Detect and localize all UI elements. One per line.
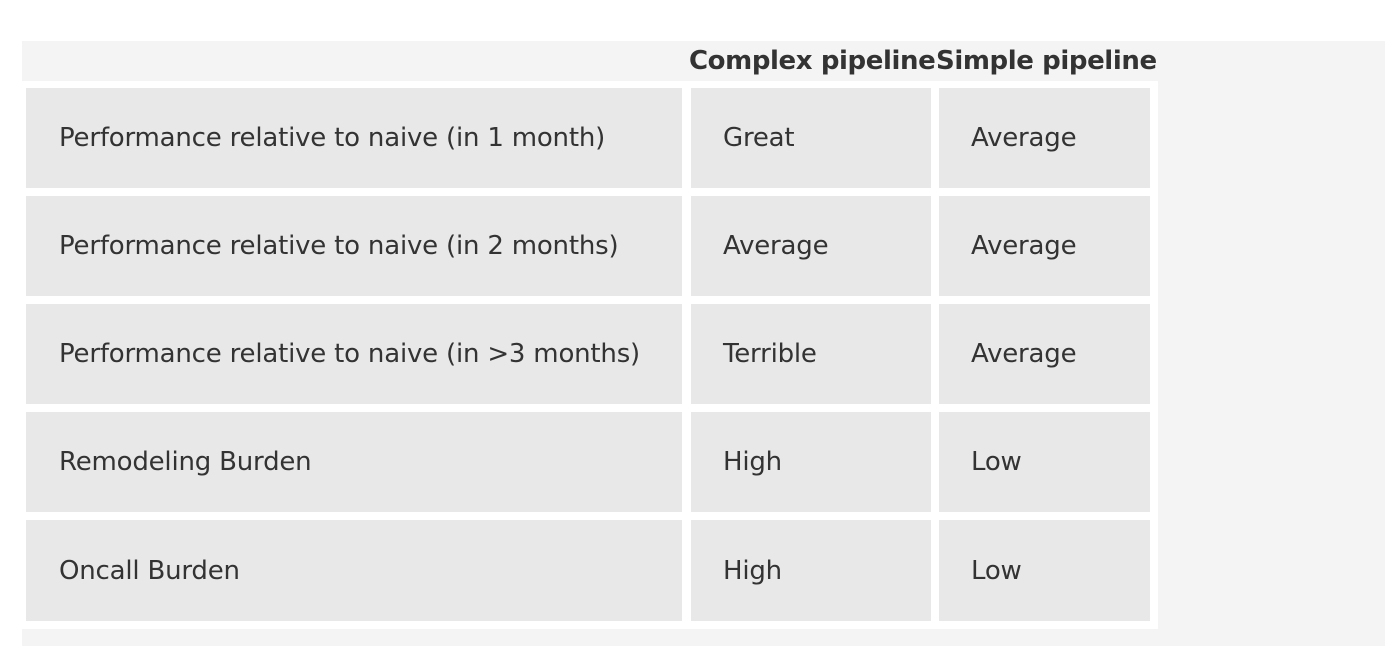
row-label-performance-3-months: Performance relative to naive (in >3 mon… — [26, 304, 682, 404]
cell-simple-remodeling-burden: Low — [939, 412, 1150, 512]
cell-complex-oncall-burden: High — [691, 520, 931, 621]
cell-complex-remodeling-burden: High — [691, 412, 931, 512]
column-header-complex-pipeline: Complex pipeline — [689, 46, 936, 76]
row-label-oncall-burden: Oncall Burden — [26, 520, 682, 621]
row-label-performance-1-month: Performance relative to naive (in 1 mont… — [26, 88, 682, 188]
cell-complex-performance-1-month: Great — [691, 88, 931, 188]
cell-complex-performance-3-months: Terrible — [691, 304, 931, 404]
cell-simple-oncall-burden: Low — [939, 520, 1150, 621]
cell-simple-performance-2-months: Average — [939, 196, 1150, 296]
cell-simple-performance-1-month: Average — [939, 88, 1150, 188]
row-label-remodeling-burden: Remodeling Burden — [26, 412, 682, 512]
column-header-simple-pipeline: Simple pipeline — [936, 46, 1157, 76]
row-label-performance-2-months: Performance relative to naive (in 2 mont… — [26, 196, 682, 296]
table-header — [22, 41, 1158, 81]
cell-simple-performance-3-months: Average — [939, 304, 1150, 404]
cell-complex-performance-2-months: Average — [691, 196, 931, 296]
